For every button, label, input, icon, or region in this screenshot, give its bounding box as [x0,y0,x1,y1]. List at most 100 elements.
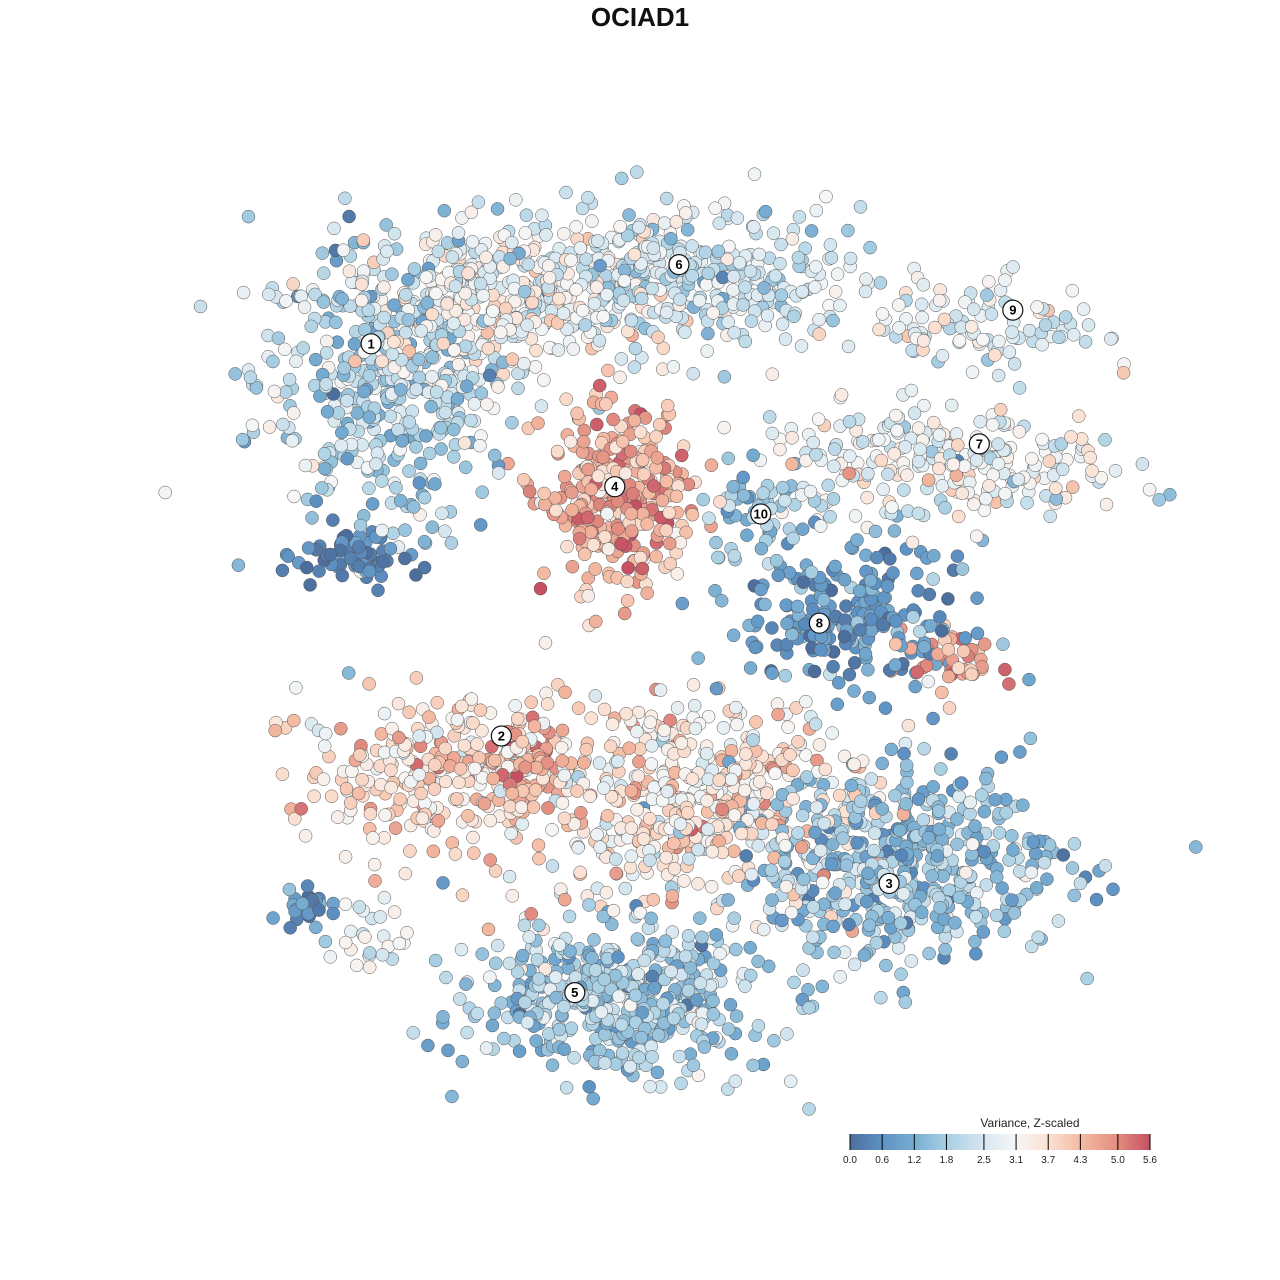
data-point [313,389,327,403]
data-point [691,842,705,857]
data-point [659,850,673,865]
data-point [510,965,525,979]
chart-title: OCIAD1 [590,2,690,32]
data-point [541,801,555,815]
data-point [407,262,422,276]
data-point [304,319,318,334]
data-point [334,721,348,736]
data-point [545,1058,560,1072]
data-point [664,964,678,979]
data-point [700,793,714,808]
data-point [1067,888,1081,903]
data-point [785,431,799,445]
data-point [323,547,338,562]
data-point [724,772,739,787]
data-point [795,284,810,299]
data-point [786,531,800,546]
data-point [455,1054,470,1069]
data-point [454,942,469,957]
data-point [483,853,497,867]
data-point [296,341,310,355]
cluster-label-text: 6 [675,257,682,272]
data-point [622,741,636,755]
data-point [621,561,635,575]
data-point [483,970,497,984]
data-point [917,742,931,756]
data-point [885,500,899,514]
data-point [828,559,842,574]
data-point [982,479,996,493]
data-point [503,799,517,814]
data-point [312,903,326,917]
data-point [609,866,623,881]
data-point [864,612,878,627]
data-point [724,1047,739,1061]
data-point [558,685,572,700]
data-point [584,711,598,725]
data-point [477,796,492,811]
data-point [451,226,466,240]
data-point [517,284,532,299]
data-point [584,482,599,497]
data-point [559,185,573,200]
data-point [999,806,1013,820]
data-point [617,274,632,288]
data-point [769,553,784,568]
data-point [837,749,852,764]
data-point [505,235,519,250]
data-point [686,366,700,381]
data-point [398,551,412,566]
data-point [1065,861,1080,875]
data-point [965,837,980,851]
data-point [589,614,603,629]
data-point [647,981,662,995]
data-point [736,298,750,312]
data-point [915,310,929,325]
data-point [630,724,644,739]
data-point [614,1018,629,1032]
data-point [780,616,794,631]
data-point [674,1076,688,1091]
data-point [579,252,593,266]
data-point [597,702,612,717]
data-point [534,399,549,413]
data-point [249,381,264,395]
data-point [757,281,771,295]
data-point [698,245,713,259]
data-point [874,453,889,468]
data-point [635,453,650,467]
data-point [740,528,754,542]
data-point [841,223,855,238]
data-point [848,509,863,523]
data-point [537,566,551,580]
data-point [794,840,809,854]
cluster-label-text: 1 [368,336,375,351]
data-point [577,756,591,770]
data-point [880,579,895,593]
data-point [637,953,651,968]
data-point [746,733,760,747]
data-point [339,781,354,796]
data-point [371,583,385,598]
data-point [606,903,621,918]
data-point [711,244,726,259]
data-point [377,310,391,325]
data-point [894,848,909,863]
data-point [486,304,500,318]
data-point [436,1010,450,1024]
data-point [402,705,416,719]
data-point [910,665,924,679]
cluster-label-9: 9 [1002,299,1024,321]
data-point [620,593,635,608]
data-point [938,501,952,515]
data-point [791,250,806,265]
data-point [921,473,936,487]
data-point [362,368,377,383]
data-point [421,1038,435,1053]
data-point [774,237,788,252]
data-point [860,894,874,909]
data-point [645,281,659,296]
data-point [709,928,724,942]
data-point [977,637,992,651]
data-point [470,1006,485,1021]
